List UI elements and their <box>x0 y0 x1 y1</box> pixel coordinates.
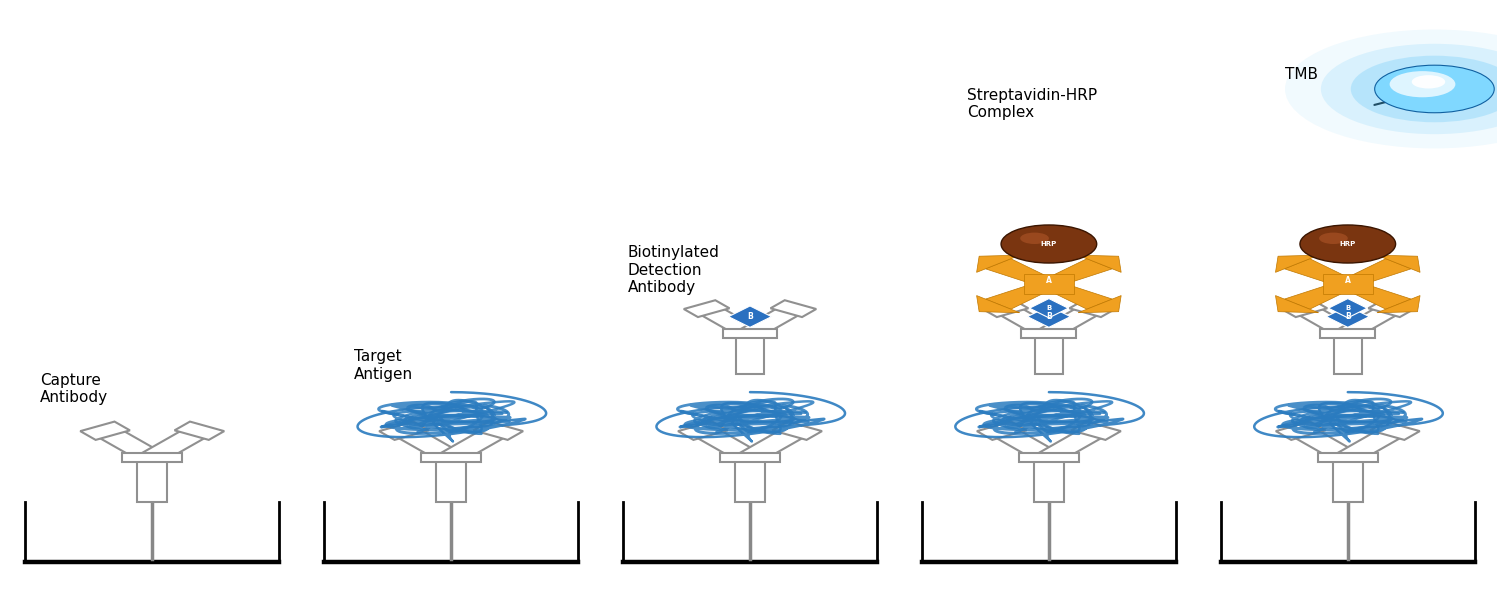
Polygon shape <box>684 300 729 317</box>
Polygon shape <box>976 422 1026 440</box>
Polygon shape <box>1029 299 1068 318</box>
Polygon shape <box>1070 300 1114 317</box>
Bar <box>736 333 764 374</box>
Polygon shape <box>729 306 771 328</box>
Circle shape <box>1322 44 1500 134</box>
Circle shape <box>1374 65 1494 113</box>
Polygon shape <box>1041 281 1113 309</box>
Polygon shape <box>1335 427 1407 461</box>
Polygon shape <box>990 427 1060 461</box>
Circle shape <box>1318 233 1348 244</box>
Polygon shape <box>1276 422 1326 440</box>
Polygon shape <box>474 422 524 440</box>
Circle shape <box>1412 75 1444 88</box>
Text: Target
Antigen: Target Antigen <box>354 349 413 382</box>
Bar <box>1034 458 1064 502</box>
Polygon shape <box>1340 281 1412 309</box>
Bar <box>1035 333 1062 374</box>
Circle shape <box>1286 29 1500 148</box>
Polygon shape <box>1326 306 1370 328</box>
Bar <box>1334 458 1362 502</box>
Polygon shape <box>1340 259 1412 287</box>
Polygon shape <box>1275 296 1318 313</box>
Text: TMB: TMB <box>1286 67 1318 82</box>
Polygon shape <box>690 427 762 461</box>
Bar <box>1019 453 1078 462</box>
Polygon shape <box>976 296 1020 313</box>
Bar <box>1334 333 1362 374</box>
Text: HRP: HRP <box>1041 241 1058 247</box>
Polygon shape <box>1078 296 1120 313</box>
Bar <box>1323 274 1372 294</box>
Polygon shape <box>1028 306 1071 328</box>
Polygon shape <box>1284 259 1356 287</box>
Polygon shape <box>1288 427 1360 461</box>
Polygon shape <box>976 255 1020 272</box>
Polygon shape <box>1078 255 1120 272</box>
Polygon shape <box>982 300 1029 317</box>
Polygon shape <box>1275 255 1318 272</box>
Polygon shape <box>1293 305 1359 337</box>
Polygon shape <box>696 305 762 337</box>
Polygon shape <box>738 305 804 337</box>
Text: HRP: HRP <box>1340 241 1356 247</box>
Polygon shape <box>1281 300 1328 317</box>
Polygon shape <box>1377 255 1420 272</box>
Circle shape <box>1020 233 1048 244</box>
Text: A: A <box>1346 277 1350 286</box>
Polygon shape <box>1284 281 1356 309</box>
Polygon shape <box>1377 296 1420 313</box>
Bar <box>723 329 777 338</box>
Polygon shape <box>140 427 212 461</box>
Polygon shape <box>380 422 429 440</box>
Bar <box>1320 329 1376 338</box>
Text: B: B <box>1346 312 1350 321</box>
Text: B: B <box>747 312 753 321</box>
Polygon shape <box>174 422 223 440</box>
Polygon shape <box>678 422 728 440</box>
Circle shape <box>1000 225 1096 263</box>
Bar <box>1318 453 1377 462</box>
Text: B: B <box>1046 312 1052 321</box>
Polygon shape <box>1329 299 1366 318</box>
Circle shape <box>1352 56 1500 122</box>
Polygon shape <box>1038 305 1104 337</box>
Polygon shape <box>1071 422 1120 440</box>
Polygon shape <box>1041 259 1113 287</box>
Polygon shape <box>1368 300 1414 317</box>
Polygon shape <box>1370 422 1420 440</box>
Bar <box>1024 274 1074 294</box>
Bar <box>123 453 182 462</box>
Polygon shape <box>80 422 130 440</box>
Text: Capture
Antibody: Capture Antibody <box>40 373 108 406</box>
Bar <box>138 458 166 502</box>
Text: Streptavidin-HRP
Complex: Streptavidin-HRP Complex <box>966 88 1096 120</box>
Polygon shape <box>994 305 1060 337</box>
Polygon shape <box>986 281 1056 309</box>
Bar <box>1022 329 1077 338</box>
Bar <box>436 458 466 502</box>
Polygon shape <box>738 427 810 461</box>
Polygon shape <box>772 422 822 440</box>
Text: Biotinylated
Detection
Antibody: Biotinylated Detection Antibody <box>627 245 720 295</box>
Bar <box>735 458 765 502</box>
Polygon shape <box>440 427 510 461</box>
Polygon shape <box>93 427 165 461</box>
Text: A: A <box>1046 277 1052 286</box>
Bar <box>422 453 482 462</box>
Circle shape <box>1389 71 1455 97</box>
Circle shape <box>1300 225 1395 263</box>
Polygon shape <box>771 300 816 317</box>
Bar <box>720 453 780 462</box>
Polygon shape <box>1036 427 1108 461</box>
Text: B: B <box>1346 305 1350 311</box>
Polygon shape <box>392 427 464 461</box>
Polygon shape <box>986 259 1056 287</box>
Text: B: B <box>1047 305 1052 311</box>
Polygon shape <box>1336 305 1402 337</box>
